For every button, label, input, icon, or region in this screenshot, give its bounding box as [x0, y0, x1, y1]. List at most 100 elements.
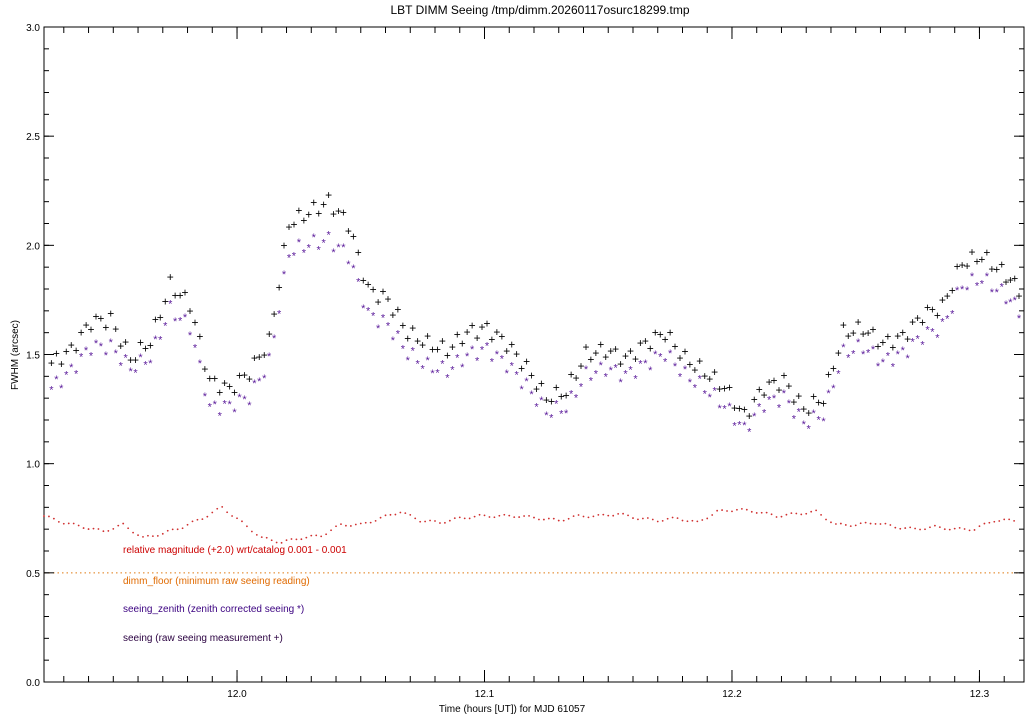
y-tick-label: 1.0 — [26, 460, 40, 471]
magnitude-point — [904, 527, 907, 529]
seeing-zenith-point: * — [975, 281, 980, 293]
seeing-zenith-point: * — [49, 384, 54, 396]
magnitude-point — [914, 527, 917, 530]
magnitude-point — [300, 538, 303, 541]
magnitude-point — [444, 521, 446, 524]
seeing-point: + — [607, 344, 614, 358]
seeing-zenith-point: * — [871, 344, 876, 356]
magnitude-point — [250, 530, 253, 533]
seeing-point: + — [939, 293, 946, 307]
seeing-zenith-point: * — [287, 253, 292, 265]
seeing-point: + — [394, 302, 401, 316]
magnitude-point — [414, 517, 417, 520]
seeing-zenith-point: * — [906, 353, 911, 365]
seeing-zenith-point: * — [54, 374, 59, 386]
seeing-zenith-point: * — [678, 372, 683, 384]
seeing-point: + — [934, 309, 941, 323]
seeing-point: + — [191, 316, 198, 330]
seeing-zenith-point: * — [331, 247, 336, 259]
y-tick-label: 2.5 — [26, 132, 40, 143]
seeing-point: + — [775, 383, 782, 397]
seeing-point: + — [969, 245, 976, 259]
seeing-point: + — [221, 376, 228, 390]
magnitude-point — [231, 515, 233, 517]
seeing-point: + — [894, 329, 901, 343]
seeing-zenith-point: * — [173, 316, 178, 328]
magnitude-point — [547, 517, 550, 520]
seeing-zenith-point: * — [198, 358, 203, 370]
seeing-point: + — [201, 362, 208, 376]
seeing-zenith-layer: ******** ** ******* *** ** **** * ****** *** *** *… — [49, 230, 1022, 439]
seeing-point: + — [820, 396, 827, 410]
magnitude-point — [557, 519, 560, 522]
seeing-zenith-point: * — [208, 402, 213, 414]
magnitude-point — [191, 520, 194, 523]
magnitude-point — [919, 528, 921, 531]
seeing-zenith-point: * — [594, 369, 599, 381]
seeing-point: + — [315, 206, 322, 220]
seeing-point: + — [389, 308, 396, 322]
seeing-zenith-point: * — [218, 411, 223, 423]
seeing-point: + — [731, 401, 738, 415]
seeing-zenith-point: * — [292, 250, 297, 262]
seeing-point: + — [83, 318, 90, 332]
seeing-zenith-point: * — [247, 400, 252, 412]
seeing-point: + — [464, 325, 471, 339]
seeing-zenith-point: * — [119, 360, 124, 372]
seeing-point: + — [627, 344, 634, 358]
seeing-point: + — [879, 336, 886, 350]
magnitude-point — [612, 514, 615, 517]
magnitude-point — [166, 529, 169, 532]
seeing-point: + — [147, 339, 154, 353]
magnitude-point — [830, 521, 832, 524]
seeing-point: + — [795, 389, 802, 403]
magnitude-point — [458, 516, 461, 519]
seeing-zenith-point: * — [787, 398, 792, 410]
seeing-point: + — [691, 363, 698, 377]
seeing-zenith-point: * — [1000, 281, 1005, 293]
seeing-point: + — [805, 406, 812, 420]
magnitude-point — [280, 541, 283, 544]
seeing-zenith-point: * — [510, 361, 515, 373]
seeing-point: + — [112, 322, 119, 336]
x-tick-label: 12.2 — [722, 689, 742, 700]
magnitude-point — [934, 524, 936, 527]
seeing-point: + — [256, 350, 263, 364]
seeing-zenith-point: * — [960, 284, 965, 296]
magnitude-point — [943, 528, 946, 531]
seeing-point: + — [73, 344, 80, 358]
magnitude-point — [48, 515, 50, 518]
seeing-zenith-point: * — [356, 277, 361, 289]
magnitude-point — [429, 519, 431, 522]
magnitude-point — [567, 517, 570, 520]
seeing-zenith-point: * — [752, 411, 757, 423]
magnitude-point — [290, 538, 293, 540]
magnitude-point — [938, 526, 941, 529]
seeing-zenith-point: * — [920, 339, 925, 351]
magnitude-point — [775, 516, 778, 518]
magnitude-point — [156, 535, 159, 537]
magnitude-point — [82, 527, 85, 529]
magnitude-point — [592, 515, 595, 518]
seeing-zenith-point: * — [89, 351, 94, 363]
seeing-zenith-point: * — [614, 363, 619, 375]
magnitude-point — [607, 514, 610, 517]
magnitude-point — [315, 534, 318, 537]
seeing-zenith-point: * — [455, 352, 460, 364]
seeing-zenith-point: * — [420, 364, 425, 376]
magnitude-point — [52, 517, 55, 520]
seeing-point: + — [954, 259, 961, 273]
seeing-zenith-point: * — [836, 369, 841, 381]
magnitude-point — [988, 521, 991, 524]
seeing-point: + — [548, 395, 555, 409]
magnitude-point — [221, 506, 224, 508]
magnitude-point — [701, 519, 704, 521]
seeing-zenith-point: * — [628, 364, 633, 376]
seeing-point: + — [597, 338, 604, 352]
seeing-point: + — [835, 346, 842, 360]
seeing-zenith-point: * — [544, 410, 549, 422]
seeing-zenith-point: * — [148, 358, 153, 370]
magnitude-point — [132, 531, 134, 534]
magnitude-point — [493, 516, 496, 519]
seeing-point: + — [558, 390, 565, 404]
